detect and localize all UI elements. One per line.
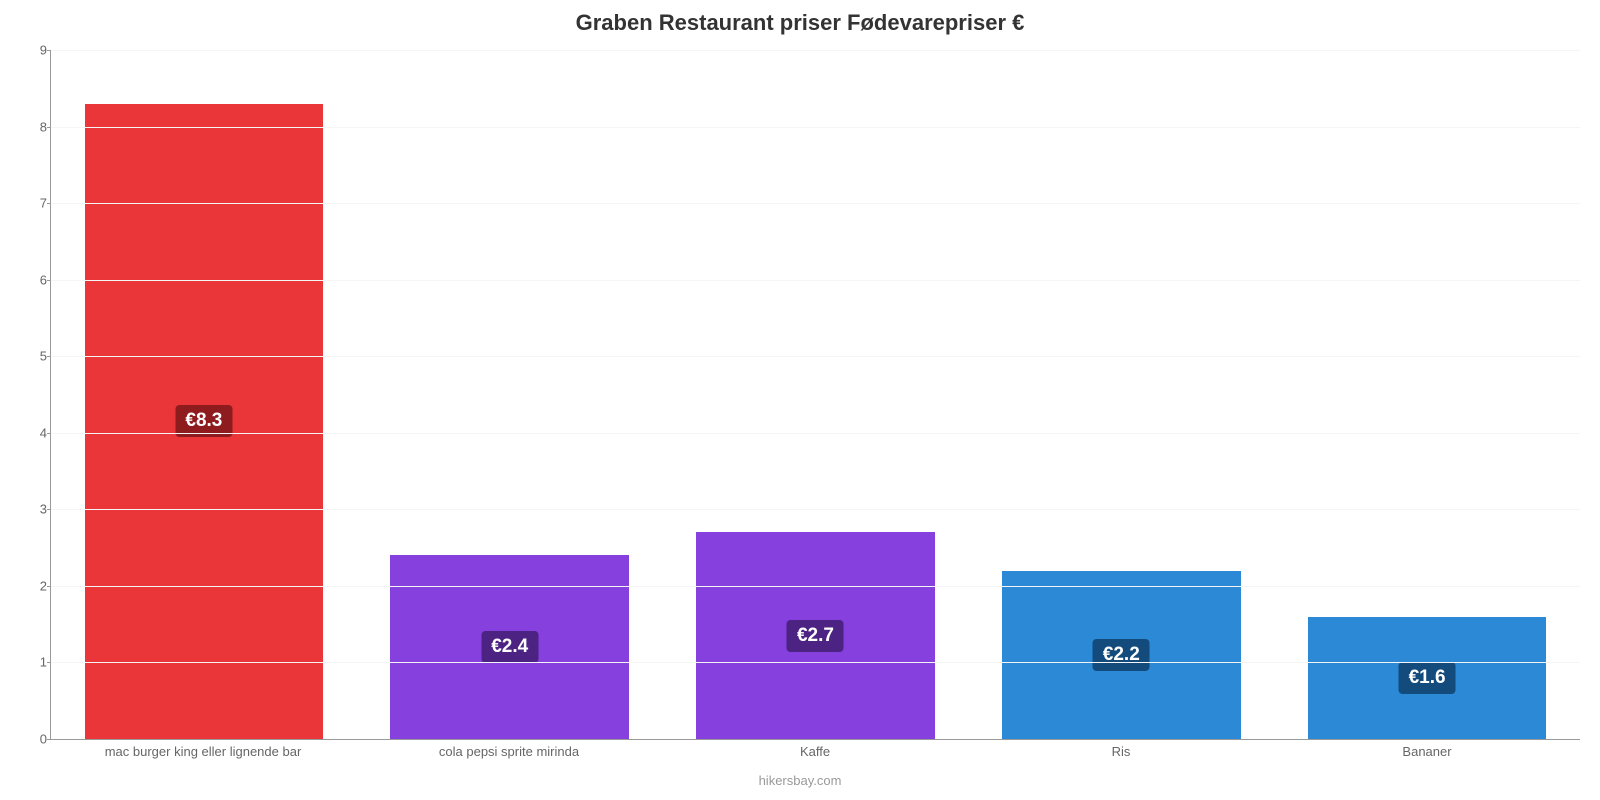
x-tick-label: Bananer xyxy=(1402,744,1451,759)
x-tick-label: mac burger king eller lignende bar xyxy=(105,744,302,759)
chart-title: Graben Restaurant priser Fødevarepriser … xyxy=(20,10,1580,36)
grid-line xyxy=(51,433,1580,434)
y-tick-mark xyxy=(47,586,51,587)
x-tick-label: cola pepsi sprite mirinda xyxy=(439,744,579,759)
y-tick-mark xyxy=(47,50,51,51)
y-tick-mark xyxy=(47,433,51,434)
y-tick-mark xyxy=(47,280,51,281)
x-tick-label: Ris xyxy=(1112,744,1131,759)
grid-line xyxy=(51,662,1580,663)
bar-value-label: €1.6 xyxy=(1399,662,1456,694)
y-tick-mark xyxy=(47,509,51,510)
plot-area: €8.3€2.4€2.7€2.2€1.6 0123456789 xyxy=(50,50,1580,740)
grid-line xyxy=(51,509,1580,510)
y-tick-label: 4 xyxy=(21,425,47,440)
y-tick-label: 7 xyxy=(21,196,47,211)
bar: €2.2 xyxy=(1002,571,1241,739)
y-tick-label: 0 xyxy=(21,732,47,747)
bar: €2.7 xyxy=(696,532,935,739)
y-tick-mark xyxy=(47,662,51,663)
bar-value-label: €2.7 xyxy=(787,620,844,652)
x-tick-label: Kaffe xyxy=(800,744,830,759)
y-tick-mark xyxy=(47,739,51,740)
y-tick-mark xyxy=(47,127,51,128)
bar: €2.4 xyxy=(390,555,629,739)
bar-value-label: €2.4 xyxy=(481,631,538,663)
grid-line xyxy=(51,127,1580,128)
x-axis-labels: mac burger king eller lignende bar cola p… xyxy=(50,744,1580,764)
y-tick-mark xyxy=(47,356,51,357)
y-tick-label: 9 xyxy=(21,43,47,58)
chart-container: Graben Restaurant priser Fødevarepriser … xyxy=(0,0,1600,800)
y-tick-label: 5 xyxy=(21,349,47,364)
bars-layer: €8.3 €2.4 €2.7 €2.2 €1.6 xyxy=(51,50,1580,739)
bar-value-label: €2.2 xyxy=(1093,639,1150,671)
grid-line xyxy=(51,203,1580,204)
grid-line xyxy=(51,586,1580,587)
y-tick-label: 2 xyxy=(21,578,47,593)
bar: €8.3 xyxy=(85,104,324,739)
attribution-text: hikersbay.com xyxy=(0,773,1600,788)
y-tick-label: 8 xyxy=(21,119,47,134)
grid-line xyxy=(51,356,1580,357)
grid-line xyxy=(51,50,1580,51)
y-tick-label: 1 xyxy=(21,655,47,670)
y-tick-label: 3 xyxy=(21,502,47,517)
y-tick-label: 6 xyxy=(21,272,47,287)
bar: €1.6 xyxy=(1308,617,1547,739)
y-tick-mark xyxy=(47,203,51,204)
grid-line xyxy=(51,280,1580,281)
